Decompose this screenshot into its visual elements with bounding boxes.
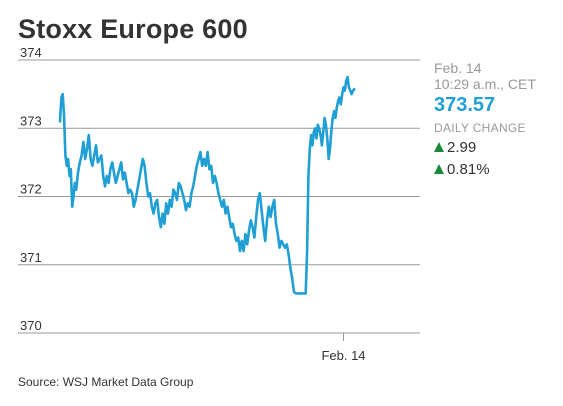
change-points-row: 2.99 <box>434 138 559 158</box>
quote-panel: Feb. 14 10:29 a.m., CET 373.57 DAILY CHA… <box>434 60 559 180</box>
change-percent-row: 0.81% <box>434 160 559 180</box>
series-layer <box>58 75 356 295</box>
y-tick-label: 373 <box>20 113 42 128</box>
up-arrow-icon <box>434 164 444 174</box>
change-percent: 0.81% <box>447 161 490 178</box>
daily-change-label: DAILY CHANGE <box>434 121 526 135</box>
y-tick-label: 374 <box>20 45 42 60</box>
quote-date: Feb. 14 <box>434 60 482 76</box>
y-tick-label: 371 <box>20 250 42 265</box>
x-tick-label: Feb. 14 <box>321 348 365 363</box>
y-tick-label: 370 <box>20 318 42 333</box>
series-line <box>58 75 356 295</box>
source-note: Source: WSJ Market Data Group <box>18 375 194 389</box>
axis-ticks: 374 373 372 371 370 Feb. 14 <box>20 45 366 363</box>
y-tick-label: 372 <box>20 182 42 197</box>
up-arrow-icon <box>434 142 444 152</box>
change-points: 2.99 <box>447 139 477 156</box>
chart-title: Stoxx Europe 600 <box>18 14 248 44</box>
quote-time: 10:29 a.m., CET <box>434 76 536 92</box>
quote-price: 373.57 <box>434 94 496 116</box>
